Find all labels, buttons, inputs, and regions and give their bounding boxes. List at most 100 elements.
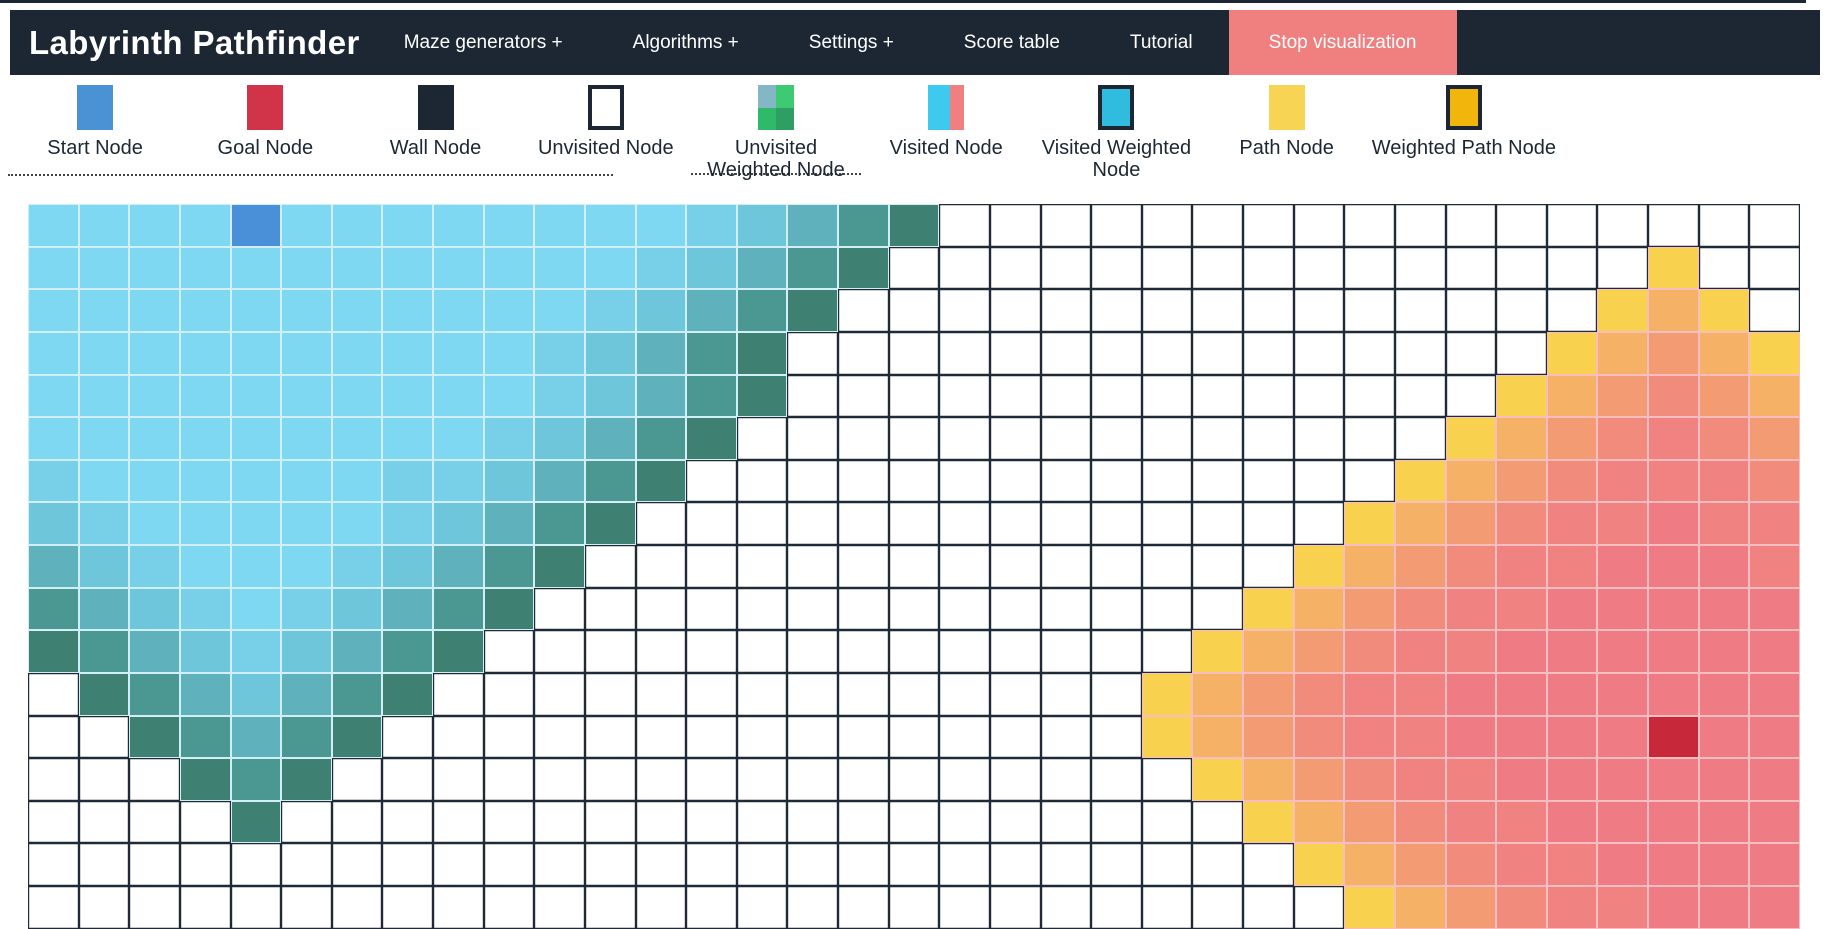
grid-cell[interactable] bbox=[78, 459, 130, 503]
grid-cell[interactable] bbox=[1698, 459, 1750, 503]
grid-cell[interactable] bbox=[534, 800, 585, 844]
grid-cell[interactable] bbox=[1496, 502, 1547, 545]
grid-cell[interactable] bbox=[1192, 630, 1243, 673]
grid-cell[interactable] bbox=[686, 246, 737, 290]
grid-cell[interactable] bbox=[179, 331, 231, 375]
grid-cell[interactable] bbox=[736, 800, 788, 844]
grid-cell[interactable] bbox=[1496, 587, 1547, 631]
grid-cell[interactable] bbox=[179, 459, 231, 503]
grid-cell[interactable] bbox=[433, 246, 484, 290]
grid-cell[interactable] bbox=[534, 289, 585, 332]
grid-cell[interactable] bbox=[736, 715, 788, 759]
grid-cell[interactable] bbox=[1141, 545, 1193, 588]
grid-cell[interactable] bbox=[78, 843, 130, 886]
grid-cell[interactable] bbox=[1648, 204, 1699, 247]
grid-cell[interactable] bbox=[888, 417, 940, 460]
grid-cell[interactable] bbox=[686, 843, 737, 886]
grid-cell[interactable] bbox=[635, 459, 687, 503]
grid-cell[interactable] bbox=[1394, 289, 1446, 332]
grid-cell[interactable] bbox=[1344, 246, 1395, 290]
grid-cell[interactable] bbox=[584, 630, 636, 673]
grid-cell[interactable] bbox=[787, 502, 838, 545]
grid-cell[interactable] bbox=[939, 672, 990, 716]
grid-cell[interactable] bbox=[686, 545, 737, 588]
grid-cell[interactable] bbox=[433, 715, 484, 759]
grid-cell[interactable] bbox=[1243, 246, 1294, 290]
grid-cell[interactable] bbox=[838, 289, 889, 332]
grid-cell[interactable] bbox=[1040, 246, 1092, 290]
grid-cell[interactable] bbox=[1445, 672, 1497, 716]
grid-cell[interactable] bbox=[736, 587, 788, 631]
grid-cell[interactable] bbox=[1749, 246, 1800, 290]
grid-cell[interactable] bbox=[1091, 630, 1142, 673]
grid-cell[interactable] bbox=[1293, 289, 1345, 332]
grid-cell[interactable] bbox=[1698, 204, 1750, 247]
grid-cell[interactable] bbox=[281, 843, 332, 886]
grid-cell[interactable] bbox=[888, 758, 940, 801]
grid-cell[interactable] bbox=[1698, 502, 1750, 545]
grid-cell[interactable] bbox=[1192, 886, 1243, 929]
grid-cell[interactable] bbox=[1040, 800, 1092, 844]
grid-cell[interactable] bbox=[1597, 417, 1648, 460]
grid-cell[interactable] bbox=[686, 502, 737, 545]
grid-cell[interactable] bbox=[1546, 843, 1598, 886]
grid-cell[interactable] bbox=[1293, 630, 1345, 673]
grid-cell[interactable] bbox=[1749, 843, 1800, 886]
grid-cell[interactable] bbox=[382, 289, 433, 332]
grid-cell[interactable] bbox=[1243, 758, 1294, 801]
grid-cell[interactable] bbox=[78, 417, 130, 460]
grid-cell[interactable] bbox=[281, 459, 332, 503]
grid-cell[interactable] bbox=[1040, 374, 1092, 418]
grid-cell[interactable] bbox=[281, 374, 332, 418]
grid-cell[interactable] bbox=[534, 545, 585, 588]
grid-cell[interactable] bbox=[635, 545, 687, 588]
grid-cell[interactable] bbox=[179, 630, 231, 673]
grid-cell[interactable] bbox=[78, 502, 130, 545]
grid-cell[interactable] bbox=[838, 459, 889, 503]
grid-cell[interactable] bbox=[787, 204, 838, 247]
grid-cell[interactable] bbox=[28, 843, 79, 886]
grid-cell[interactable] bbox=[1141, 672, 1193, 716]
grid-cell[interactable] bbox=[331, 886, 383, 929]
grid-cell[interactable] bbox=[28, 545, 79, 588]
grid-cell[interactable] bbox=[382, 502, 433, 545]
grid-cell[interactable] bbox=[534, 587, 585, 631]
grid-cell[interactable] bbox=[787, 800, 838, 844]
grid-cell[interactable] bbox=[1496, 672, 1547, 716]
grid-cell[interactable] bbox=[989, 758, 1041, 801]
nav-item-tutorial[interactable]: Tutorial bbox=[1129, 31, 1193, 53]
grid-cell[interactable] bbox=[1749, 758, 1800, 801]
grid-cell[interactable] bbox=[1445, 331, 1497, 375]
grid-cell[interactable] bbox=[483, 459, 535, 503]
grid-cell[interactable] bbox=[331, 630, 383, 673]
grid-cell[interactable] bbox=[331, 800, 383, 844]
grid-cell[interactable] bbox=[179, 204, 231, 247]
grid-cell[interactable] bbox=[1243, 843, 1294, 886]
grid-cell[interactable] bbox=[989, 246, 1041, 290]
grid-cell[interactable] bbox=[989, 800, 1041, 844]
grid-cell[interactable] bbox=[433, 204, 484, 247]
grid-cell[interactable] bbox=[989, 289, 1041, 332]
grid-cell[interactable] bbox=[382, 630, 433, 673]
grid-cell[interactable] bbox=[1648, 758, 1699, 801]
grid-cell[interactable] bbox=[1749, 459, 1800, 503]
grid-cell[interactable] bbox=[686, 800, 737, 844]
grid-cell[interactable] bbox=[1597, 886, 1648, 929]
grid-cell[interactable] bbox=[1546, 289, 1598, 332]
grid-cell[interactable] bbox=[635, 246, 687, 290]
grid-cell[interactable] bbox=[1445, 246, 1497, 290]
grid-cell[interactable] bbox=[433, 672, 484, 716]
grid-cell[interactable] bbox=[331, 715, 383, 759]
grid-cell[interactable] bbox=[78, 246, 130, 290]
grid-cell[interactable] bbox=[686, 672, 737, 716]
grid-cell[interactable] bbox=[1344, 331, 1395, 375]
grid-cell[interactable] bbox=[1648, 459, 1699, 503]
grid-cell[interactable] bbox=[1546, 587, 1598, 631]
grid-cell[interactable] bbox=[28, 715, 79, 759]
grid-cell[interactable] bbox=[230, 545, 282, 588]
grid-cell[interactable] bbox=[787, 545, 838, 588]
grid-cell[interactable] bbox=[584, 672, 636, 716]
grid-cell[interactable] bbox=[1192, 715, 1243, 759]
grid-cell[interactable] bbox=[1749, 374, 1800, 418]
grid-cell[interactable] bbox=[838, 246, 889, 290]
